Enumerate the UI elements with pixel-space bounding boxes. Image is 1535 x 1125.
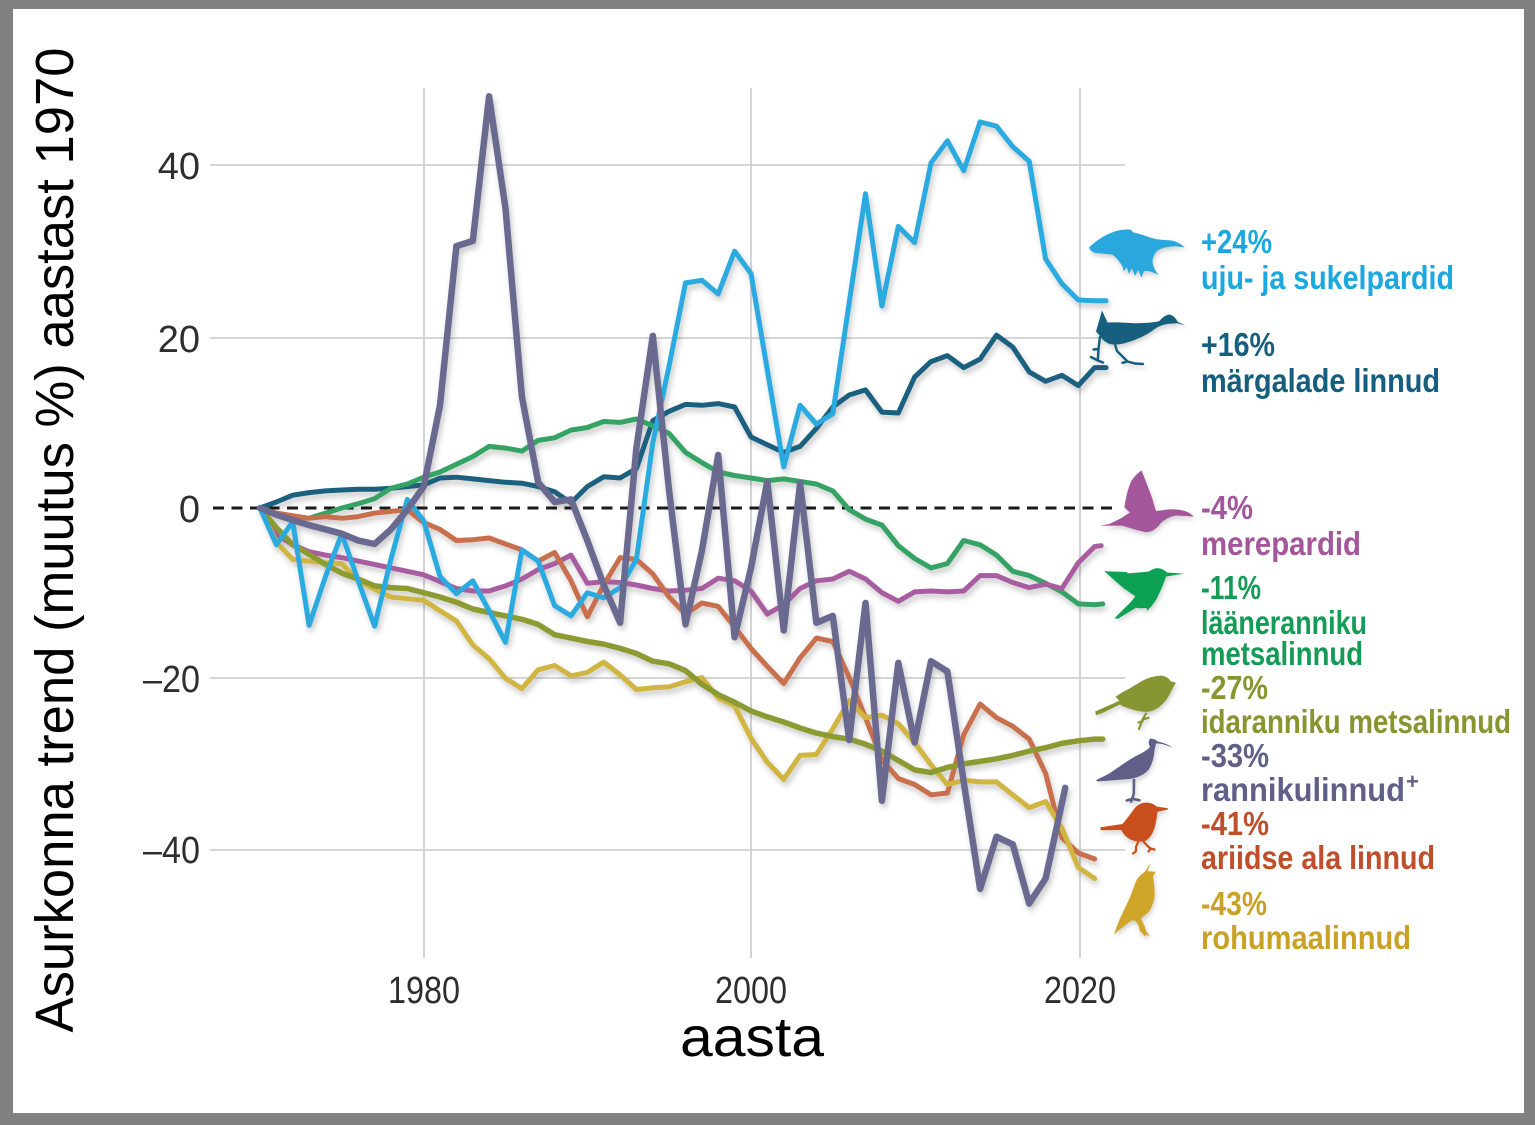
svg-text:-11%: -11% <box>1201 569 1261 606</box>
svg-text:2020: 2020 <box>1044 970 1116 1012</box>
svg-text:-33%: -33% <box>1201 737 1269 774</box>
svg-text:-43%: -43% <box>1201 885 1267 922</box>
svg-text:–20: –20 <box>143 659 200 701</box>
svg-text:20: 20 <box>158 319 200 361</box>
svg-text:0: 0 <box>179 489 200 531</box>
svg-text:–40: –40 <box>143 830 200 872</box>
svg-text:+: + <box>1406 769 1419 794</box>
svg-text:Asurkonna trend (muutus %) aas: Asurkonna trend (muutus %) aastast 1970 <box>25 48 85 1033</box>
svg-text:aasta: aasta <box>680 1005 825 1068</box>
svg-text:metsalinnud: metsalinnud <box>1201 635 1363 672</box>
svg-text:rohumaalinnud: rohumaalinnud <box>1201 919 1411 956</box>
svg-text:-41%: -41% <box>1201 805 1269 842</box>
svg-text:lääneranniku: lääneranniku <box>1201 604 1367 641</box>
svg-text:märgalade linnud: märgalade linnud <box>1201 362 1440 399</box>
svg-text:+16%: +16% <box>1201 326 1275 363</box>
svg-text:40: 40 <box>158 146 200 188</box>
svg-text:merepardid: merepardid <box>1201 525 1361 562</box>
svg-text:2000: 2000 <box>715 970 787 1012</box>
svg-text:rannikulinnud: rannikulinnud <box>1201 771 1405 808</box>
svg-text:-4%: -4% <box>1201 489 1253 526</box>
svg-text:idaranniku metsalinnud: idaranniku metsalinnud <box>1201 703 1511 740</box>
svg-text:+24%: +24% <box>1201 223 1272 260</box>
svg-text:-27%: -27% <box>1201 669 1268 706</box>
svg-text:1980: 1980 <box>388 970 460 1012</box>
svg-text:ariidse ala linnud: ariidse ala linnud <box>1201 839 1435 876</box>
svg-text:uju- ja sukelpardid: uju- ja sukelpardid <box>1201 259 1454 296</box>
